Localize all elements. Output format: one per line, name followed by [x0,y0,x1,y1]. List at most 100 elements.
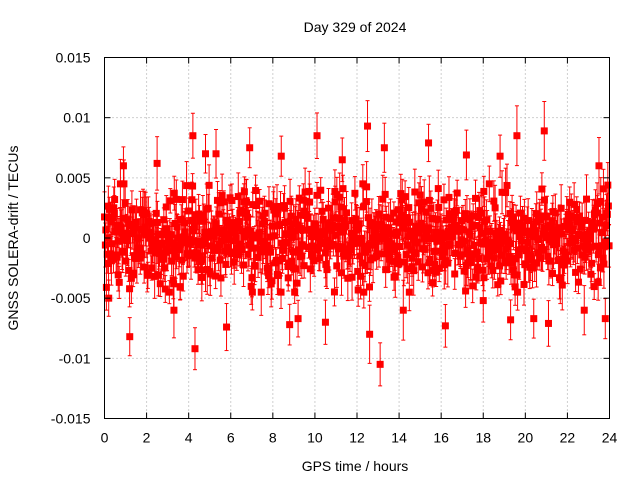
outlier-point [294,315,302,323]
data-point [147,229,155,237]
data-point [522,260,530,268]
data-point [235,218,243,226]
outlier-point [399,306,407,314]
data-point [111,196,119,204]
data-point [181,228,189,236]
data-point [495,227,503,235]
data-point [562,251,570,259]
data-point [400,258,408,266]
data-point [438,230,446,238]
data-point [166,234,174,242]
data-point [166,197,174,205]
data-point [453,189,461,197]
data-point [402,219,410,227]
data-point [354,267,362,275]
data-point [590,283,598,291]
data-point [348,273,356,281]
data-point [461,237,469,245]
data-point [381,230,389,238]
data-point [123,237,131,245]
data-point [529,264,537,272]
data-point [343,209,351,217]
data-point [389,242,397,250]
outlier-point [170,306,178,314]
data-point [124,216,132,224]
data-point [464,250,472,258]
data-point [552,238,560,246]
data-point [228,196,236,204]
outlier-point [513,132,521,140]
outlier-point [212,150,220,158]
data-point [588,219,596,227]
data-point [544,252,552,260]
data-point [221,231,229,239]
data-point [427,204,435,212]
data-point [272,210,280,218]
data-point [149,219,157,227]
data-point [156,280,164,288]
data-point [317,186,325,194]
outlier-point [338,156,346,164]
data-point [188,196,196,204]
data-point [119,214,127,222]
data-point [394,253,402,261]
outlier-point [496,152,504,160]
data-point [296,211,304,219]
data-point [369,254,377,262]
data-point [148,264,156,272]
data-point [492,229,500,237]
data-point [195,210,203,218]
x-tick-label: 10 [307,430,323,446]
data-point [546,221,554,229]
data-point [405,288,413,296]
data-point [332,231,340,239]
data-point [462,287,470,295]
data-point [379,195,387,203]
data-point [433,237,441,245]
data-point [470,241,478,249]
data-point [487,239,495,247]
outlier-point [376,360,384,368]
data-point [456,251,464,259]
data-point [420,198,428,206]
data-point [252,202,260,210]
data-point [172,195,180,203]
data-point [460,267,468,275]
data-point [423,230,431,238]
data-point [220,198,228,206]
data-point [277,288,285,296]
data-point [231,229,239,237]
data-point [363,183,371,191]
data-point [469,212,477,220]
data-point [530,223,538,231]
data-point [430,215,438,223]
data-point [355,220,363,228]
outlier-point [202,150,209,158]
data-point [238,227,246,235]
outlier-point [223,323,231,331]
data-point [596,219,604,227]
data-point [457,236,465,244]
outlier-point [507,316,515,324]
data-point [216,199,224,207]
data-point [144,271,152,279]
data-point [425,196,433,204]
outlier-point [321,318,329,326]
data-point [354,286,362,294]
data-point [475,255,483,263]
data-point [590,225,598,233]
data-point [303,226,311,234]
data-point [241,233,249,241]
data-point [234,193,242,201]
data-point [162,203,170,211]
data-point [132,218,140,226]
data-point [301,188,309,196]
data-point [319,215,327,223]
data-point [131,223,139,231]
outlier-point [153,159,161,167]
data-point [210,246,218,254]
data-point [553,233,561,241]
data-point [467,253,475,261]
data-point [601,242,609,250]
data-point [289,248,297,256]
